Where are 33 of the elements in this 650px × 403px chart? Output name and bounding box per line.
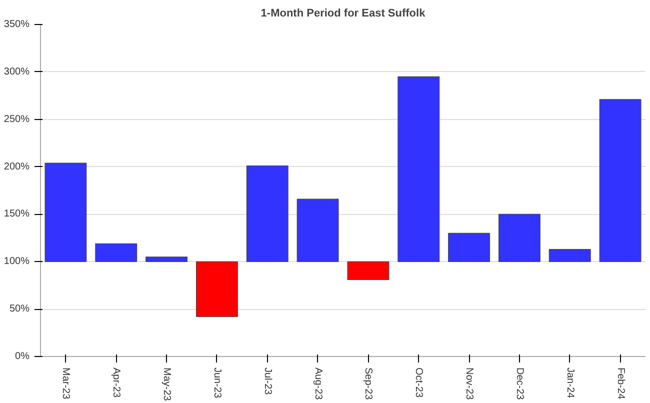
- bar: [44, 162, 87, 262]
- bar: [347, 261, 390, 280]
- y-tick-label: 0%: [15, 351, 30, 362]
- x-tick-label: Jul-23: [262, 368, 273, 396]
- bar: [296, 198, 339, 262]
- bar: [246, 166, 288, 262]
- y-tick-label: 150%: [4, 208, 30, 220]
- y-tick-label: 200%: [4, 161, 30, 172]
- x-tick-label: Mar-23: [60, 368, 72, 400]
- y-tick-label: 50%: [9, 304, 30, 315]
- bar: [448, 232, 490, 262]
- bar: [196, 261, 238, 317]
- y-tick-label: 100%: [4, 256, 30, 268]
- bar: [95, 243, 138, 262]
- x-tick-label: Nov-23: [464, 368, 475, 400]
- y-tick-label: 300%: [4, 66, 30, 78]
- chart-title: 1-Month Period for East Suffolk: [260, 8, 426, 20]
- bar: [548, 249, 591, 262]
- x-tick-label: Feb-24: [614, 368, 626, 400]
- x-tick-label: Jun-23: [211, 368, 222, 399]
- y-tick-label: 350%: [4, 19, 30, 30]
- x-tick-label: Apr-23: [110, 368, 122, 398]
- x-tick-label: Oct-23: [413, 368, 424, 398]
- x-tick-label: May-23: [161, 368, 172, 402]
- bar: [599, 99, 642, 262]
- x-tick-label: Aug-23: [312, 368, 324, 400]
- y-tick-label: 250%: [4, 114, 30, 125]
- x-tick-label: Jan-24: [564, 368, 576, 399]
- bar: [398, 76, 440, 262]
- bar: [146, 256, 188, 262]
- x-tick-label: Dec-23: [514, 368, 525, 400]
- x-tick-label: Sep-23: [362, 368, 374, 400]
- bar: [498, 214, 540, 262]
